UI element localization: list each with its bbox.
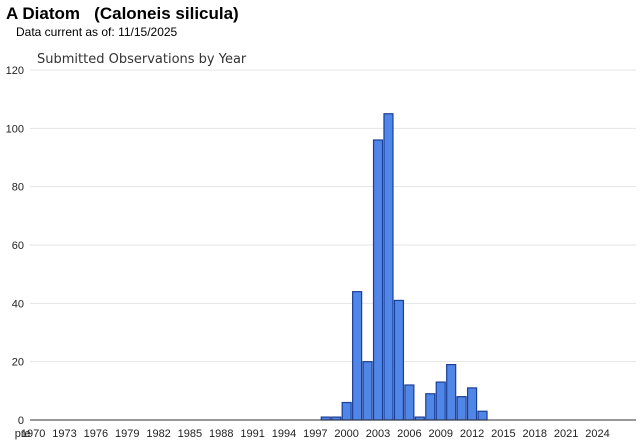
x-tick-label: 1997 [303,428,327,440]
bar-2003 [372,139,384,421]
gridlines [30,69,636,363]
y-tick-label: 120 [6,65,24,77]
bar-2013 [477,410,488,421]
bars [320,113,488,421]
page-title: A Diatom (Caloneis silicula) [6,4,239,24]
y-tick-label: 40 [12,298,24,310]
y-tick-label: 0 [18,415,24,427]
bar-2006 [404,384,415,421]
y-tick-label: 100 [6,123,24,135]
chart-title: Submitted Observations by Year [37,52,247,67]
x-tick-label: pre [15,428,31,440]
x-tick-label: 1976 [84,428,108,440]
data-current-line: Data current as of: 11/15/2025 [16,25,177,39]
bar-2000 [341,401,352,421]
x-tick-label: 2009 [428,428,452,440]
x-tick-label: 2021 [554,428,578,440]
y-tick-label: 60 [12,240,24,252]
x-tick-label: 1982 [146,428,170,440]
bar-2009 [435,381,446,421]
bar-2004 [383,113,394,421]
bar-2005 [393,299,405,421]
y-tick-label: 80 [12,182,24,194]
x-tick-label: 2006 [397,428,421,440]
y-axis-ticks: 0 20 40 60 80 100 120 [6,65,24,427]
x-tick-label: 1973 [52,428,76,440]
bar-2011 [456,396,467,421]
bar-2002 [362,361,373,421]
x-tick-label: 2000 [334,428,358,440]
x-tick-label: 2003 [366,428,390,440]
x-tick-label: 1991 [240,428,264,440]
x-tick-label: 1979 [115,428,139,440]
x-tick-label: 1985 [178,428,202,440]
x-tick-label: 2018 [523,428,547,440]
x-tick-label: 1994 [272,428,296,440]
x-tick-label: 2012 [460,428,484,440]
bar-2010 [446,363,457,421]
data-current-date: 11/15/2025 [118,25,178,39]
x-tick-label: 1988 [209,428,233,440]
species-latin-name: (Caloneis silicula) [94,4,239,23]
bar-2008 [425,393,436,421]
y-tick-label: 20 [12,357,24,369]
species-common-name: A Diatom [6,4,80,23]
bar-2012 [466,387,478,421]
x-tick-label: 2024 [585,428,609,440]
x-tick-label: 2015 [491,428,515,440]
data-current-label: Data current as of: [16,25,115,39]
bar-2001 [352,291,363,421]
x-tick-label: 1970 [21,428,45,440]
